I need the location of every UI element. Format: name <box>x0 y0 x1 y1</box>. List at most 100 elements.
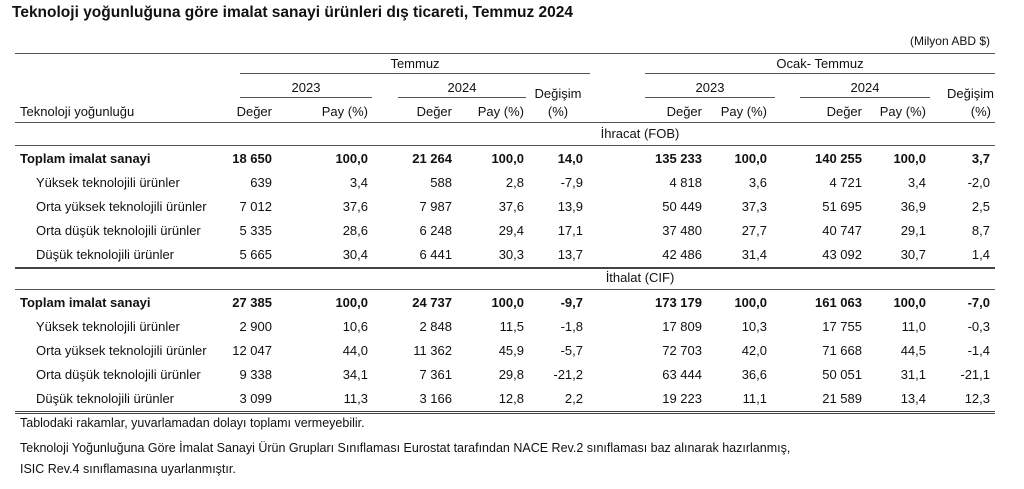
cell-value: 36,6 <box>741 367 767 382</box>
cell-value: 51 695 <box>822 199 862 214</box>
cell-value: -21,1 <box>960 367 990 382</box>
cell-value: 37,3 <box>741 199 767 214</box>
row-label: Düşük teknolojili ürünler <box>36 391 175 406</box>
cell-value: 11,0 <box>901 319 926 334</box>
unit-label: (Milyon ABD $) <box>909 34 990 48</box>
cell-value: 36,9 <box>900 199 926 214</box>
cell-value: 2 900 <box>239 319 272 334</box>
row-label: Toplam imalat sanayi <box>20 151 151 166</box>
footnote: Teknoloji Yoğunluğuna Göre İmalat Sanayi… <box>20 441 791 455</box>
cell-value: 21 264 <box>412 151 452 166</box>
change-header: Değişim <box>947 86 994 101</box>
cell-value: 37 480 <box>662 223 702 238</box>
cell-value: 7 012 <box>239 199 272 214</box>
cell-value: -7,9 <box>560 175 583 190</box>
cell-value: 6 248 <box>419 223 452 238</box>
cell-value: 1,4 <box>971 247 990 262</box>
cell-value: 21 589 <box>822 391 862 406</box>
row-label: Orta yüksek teknolojili ürünler <box>36 199 207 214</box>
cell-value: 639 <box>250 175 272 190</box>
cell-value: 161 063 <box>815 295 862 310</box>
row-label-header: Teknoloji yoğunluğu <box>20 104 135 119</box>
cell-value: 44,0 <box>342 343 368 358</box>
cell-value: 2,8 <box>505 175 524 190</box>
cell-value: 100,0 <box>335 151 368 166</box>
cell-value: 13,4 <box>900 391 926 406</box>
cell-value: 17,1 <box>557 223 583 238</box>
cell-value: 17 809 <box>662 319 702 334</box>
cell-value: -0,3 <box>967 319 990 334</box>
row-label: Düşük teknolojili ürünler <box>36 247 175 262</box>
cell-value: 7 361 <box>419 367 452 382</box>
cell-value: 14,0 <box>557 151 583 166</box>
value-header: Değer <box>666 104 702 119</box>
divider <box>15 411 995 414</box>
group-ocak-temmuz: Ocak- Temmuz <box>776 56 864 71</box>
value-header: Değer <box>826 104 862 119</box>
share-header: Pay (%) <box>879 104 926 119</box>
cell-value: 100,0 <box>335 295 368 310</box>
cell-value: 4 818 <box>669 175 702 190</box>
cell-value: 3,4 <box>907 175 926 190</box>
cell-value: 29,1 <box>900 223 926 238</box>
table-row: Düşük teknolojili ürünler 5 665 30,4 6 441 3… <box>0 247 1024 269</box>
cell-value: 29,4 <box>498 223 524 238</box>
divider <box>240 73 590 74</box>
cell-value: 3,7 <box>971 151 990 166</box>
value-header: Değer <box>416 104 452 119</box>
table-row: Düşük teknolojili ürünler 3 099 11,3 3 166 1… <box>0 391 1024 413</box>
change-header: Değişim <box>534 86 582 101</box>
cell-value: 72 703 <box>662 343 702 358</box>
cell-value: 3,6 <box>748 175 767 190</box>
divider <box>398 97 526 98</box>
cell-value: 10,6 <box>342 319 368 334</box>
cell-value: 31,4 <box>741 247 767 262</box>
cell-value: 3,4 <box>349 175 368 190</box>
share-header: Pay (%) <box>477 104 524 119</box>
cell-value: -1,8 <box>560 319 583 334</box>
table-row: Yüksek teknolojili ürünler 639 3,4 588 2,8 -7… <box>0 175 1024 197</box>
cell-value: 10,3 <box>741 319 767 334</box>
cell-value: -1,4 <box>967 343 990 358</box>
cell-value: 34,1 <box>342 367 368 382</box>
row-label: Orta düşük teknolojili ürünler <box>36 223 201 238</box>
cell-value: 12,3 <box>964 391 990 406</box>
cell-value: 11,1 <box>742 391 767 406</box>
cell-value: 28,6 <box>342 223 368 238</box>
group-temmuz: Temmuz <box>390 56 440 71</box>
cell-value: 5 335 <box>239 223 272 238</box>
cell-value: 24 737 <box>412 295 452 310</box>
cell-value: -9,7 <box>560 295 583 310</box>
cell-value: 37,6 <box>498 199 524 214</box>
cell-value: 6 441 <box>419 247 452 262</box>
cell-value: 29,8 <box>498 367 524 382</box>
value-header: Değer <box>236 104 272 119</box>
year-2023: 2023 <box>695 80 725 95</box>
table-row: Yüksek teknolojili ürünler 2 900 10,6 2 848… <box>0 319 1024 341</box>
cell-value: 100,0 <box>491 151 524 166</box>
cell-value: 5 665 <box>239 247 272 262</box>
cell-value: 3 099 <box>239 391 272 406</box>
table-row: Toplam imalat sanayi 27 385 100,0 24 737 100… <box>0 295 1024 317</box>
cell-value: 11,5 <box>499 319 524 334</box>
cell-value: 30,4 <box>342 247 368 262</box>
cell-value: 9 338 <box>239 367 272 382</box>
cell-value: 17 755 <box>822 319 862 334</box>
table-row: Orta düşük teknolojili ürünler 5 335 28,6 6… <box>0 223 1024 245</box>
footnote: Tablodaki rakamlar, yuvarlamadan dolayı … <box>20 416 365 430</box>
cell-value: 19 223 <box>662 391 702 406</box>
cell-value: 7 987 <box>419 199 452 214</box>
footnote: ISIC Rev.4 sınıflamasına uyarlanmıştır. <box>20 462 236 476</box>
cell-value: 40 747 <box>822 223 862 238</box>
row-label: Toplam imalat sanayi <box>20 295 151 310</box>
cell-value: 30,3 <box>498 247 524 262</box>
cell-value: 37,6 <box>342 199 368 214</box>
cell-value: 3 166 <box>419 391 452 406</box>
table-row: Orta düşük teknolojili ürünler 9 338 34,1 7… <box>0 367 1024 389</box>
cell-value: 45,9 <box>498 343 524 358</box>
table-row: Orta yüksek teknolojili ürünler 7 012 37,6… <box>0 199 1024 221</box>
year-2024: 2024 <box>850 80 880 95</box>
change-header-unit: (%) <box>970 104 991 119</box>
cell-value: 100,0 <box>893 151 926 166</box>
change-header-unit: (%) <box>547 104 569 119</box>
